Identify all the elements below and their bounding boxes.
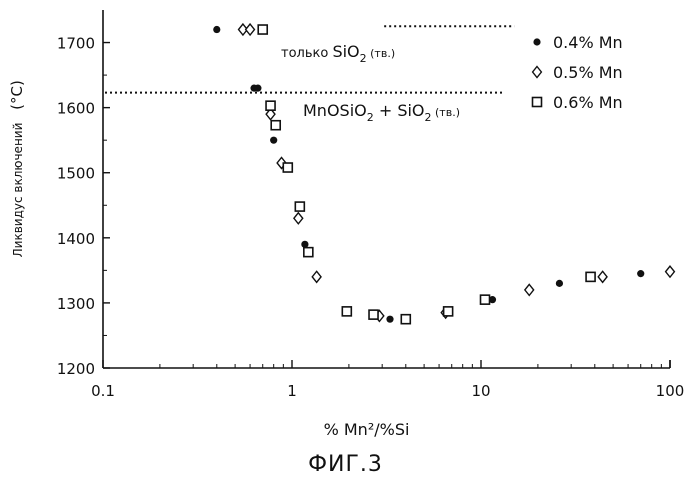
data-point bbox=[586, 272, 595, 281]
legend-marker-1 bbox=[533, 38, 540, 45]
data-point bbox=[258, 25, 267, 34]
data-point bbox=[342, 307, 351, 316]
y-tick-label: 1700 bbox=[57, 35, 95, 53]
legend: 0.4% Mn 0.5% Mn 0.6% Mn bbox=[533, 33, 623, 112]
data-point bbox=[481, 295, 490, 304]
annotations: только SiO2 (тв.) MnOSiO2 + SiO2 (тв.) bbox=[281, 42, 460, 124]
data-point bbox=[246, 24, 255, 35]
data-point bbox=[525, 284, 534, 295]
legend-label-2: 0.5% Mn bbox=[553, 63, 623, 82]
data-point bbox=[283, 163, 292, 172]
data-point bbox=[401, 315, 410, 324]
y-tick-label: 1500 bbox=[57, 165, 95, 183]
data-point bbox=[266, 101, 275, 110]
data-point bbox=[598, 271, 607, 282]
data-point bbox=[444, 307, 453, 316]
legend-marker-3 bbox=[533, 98, 542, 107]
annotation-mnosio2: MnOSiO2 + SiO2 (тв.) bbox=[303, 101, 460, 124]
x-axis-label: % Mn²/%Si bbox=[324, 420, 410, 439]
x-tick-label: 10 bbox=[471, 382, 490, 400]
data-point bbox=[386, 316, 393, 323]
y-tick-label: 1600 bbox=[57, 100, 95, 118]
y-tick-label: 1200 bbox=[57, 360, 95, 378]
legend-label-3: 0.6% Mn bbox=[553, 93, 623, 112]
y-tick-label: 1300 bbox=[57, 295, 95, 313]
data-point bbox=[304, 248, 313, 257]
data-point bbox=[369, 310, 378, 319]
x-tick-label: 0.1 bbox=[91, 382, 115, 400]
chart-svg: 1200 1300 1400 1500 1600 1700 0.1 1 10 100 % Mn²/%… bbox=[0, 0, 691, 440]
data-point bbox=[295, 202, 304, 211]
series-3 bbox=[258, 25, 595, 324]
data-point bbox=[556, 280, 563, 287]
data-point bbox=[666, 266, 675, 277]
legend-label-1: 0.4% Mn bbox=[553, 33, 623, 52]
data-point bbox=[254, 85, 261, 92]
figure-caption: ФИГ.3 bbox=[0, 452, 691, 477]
data-point bbox=[271, 121, 280, 130]
y-axis-label: Ликвидус включений bbox=[11, 123, 25, 258]
data-point bbox=[637, 270, 644, 277]
x-tick-label: 100 bbox=[656, 382, 685, 400]
data-point bbox=[213, 26, 220, 33]
y-tick-label: 1400 bbox=[57, 230, 95, 248]
x-tick-label: 1 bbox=[287, 382, 297, 400]
data-point bbox=[294, 213, 303, 224]
annotation-sio2: только SiO2 (тв.) bbox=[281, 42, 395, 65]
legend-marker-2 bbox=[533, 67, 542, 78]
data-point bbox=[312, 271, 321, 282]
y-axis-unit: (°C) bbox=[8, 80, 26, 110]
data-point bbox=[270, 137, 277, 144]
